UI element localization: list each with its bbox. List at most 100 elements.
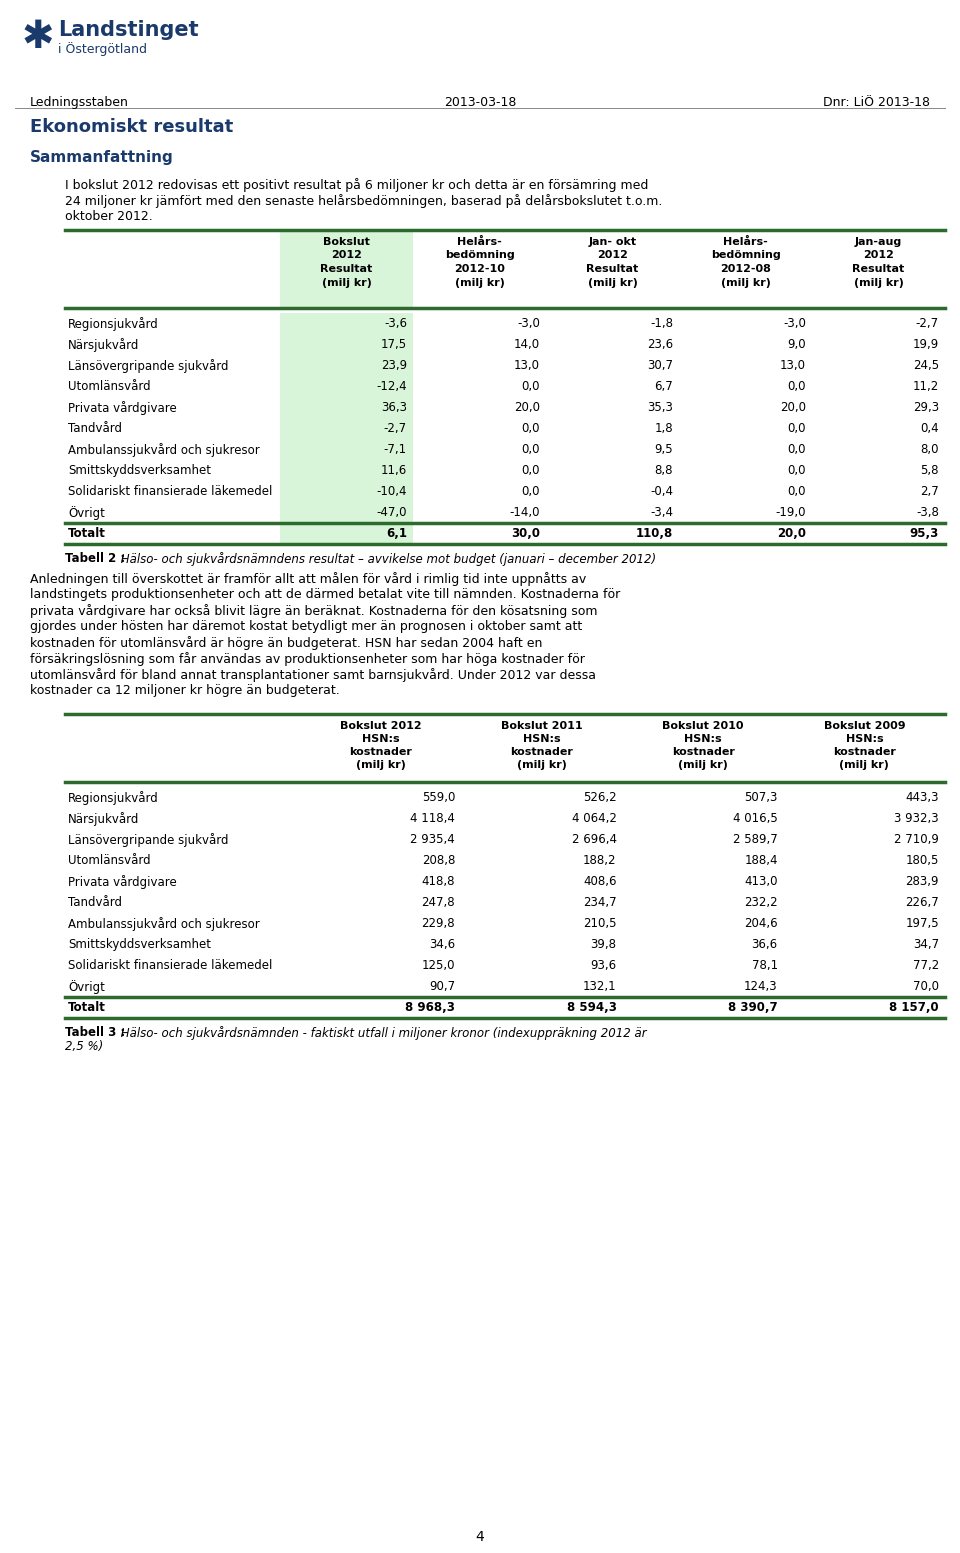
Text: 232,2: 232,2 [744,896,778,909]
Text: (milj kr): (milj kr) [721,278,771,287]
Text: 6,7: 6,7 [655,380,673,393]
Text: Länsövergripande sjukvård: Länsövergripande sjukvård [68,832,228,846]
Text: 9,5: 9,5 [655,443,673,457]
Text: 23,9: 23,9 [381,359,407,373]
Text: utomlänsvård för bland annat transplantationer samt barnsjukvård. Under 2012 var: utomlänsvård för bland annat transplanta… [30,668,596,682]
Text: -0,4: -0,4 [650,485,673,499]
Text: Totalt: Totalt [68,1002,106,1014]
Text: Bokslut 2009: Bokslut 2009 [824,721,905,731]
Text: Hälso- och sjukvårdsnämndens resultat – avvikelse mot budget (januari – december: Hälso- och sjukvårdsnämndens resultat – … [117,551,656,565]
Text: kostnader: kostnader [511,747,573,756]
Text: 526,2: 526,2 [583,790,616,804]
Text: (milj kr): (milj kr) [356,759,405,770]
Text: HSN:s: HSN:s [846,735,883,744]
Text: Utomlänsvård: Utomlänsvård [68,380,151,393]
Text: Tandvård: Tandvård [68,896,122,909]
Text: 11,2: 11,2 [913,380,939,393]
Text: 17,5: 17,5 [381,339,407,351]
Text: (milj kr): (milj kr) [455,278,504,287]
Text: 70,0: 70,0 [913,980,939,992]
Text: Solidariskt finansierade läkemedel: Solidariskt finansierade läkemedel [68,960,273,972]
Bar [280,502,413,523]
Text: 4: 4 [475,1530,485,1544]
Text: 188,4: 188,4 [744,854,778,867]
Text: Resultat: Resultat [321,264,372,273]
Text: Privata vårdgivare: Privata vårdgivare [68,401,177,415]
Text: 93,6: 93,6 [590,960,616,972]
Text: 204,6: 204,6 [744,916,778,930]
Text: kostnader: kostnader [349,747,412,756]
Text: 443,3: 443,3 [905,790,939,804]
Text: Övrigt: Övrigt [68,980,105,994]
Text: 13,0: 13,0 [780,359,806,373]
Text: I bokslut 2012 redovisas ett positivt resultat på 6 miljoner kr och detta är en : I bokslut 2012 redovisas ett positivt re… [65,179,648,193]
Text: 4 016,5: 4 016,5 [733,812,778,825]
Text: Dnr: LiÖ 2013-18: Dnr: LiÖ 2013-18 [823,96,930,109]
Text: -3,0: -3,0 [783,317,806,329]
Text: 2012: 2012 [597,250,628,261]
Text: Ledningsstaben: Ledningsstaben [30,96,129,109]
Text: 125,0: 125,0 [421,960,455,972]
Text: oktober 2012.: oktober 2012. [65,210,153,224]
Text: 418,8: 418,8 [421,874,455,888]
Text: -14,0: -14,0 [510,506,540,519]
Bar [280,314,413,334]
Text: 226,7: 226,7 [905,896,939,909]
Text: 208,8: 208,8 [421,854,455,867]
Text: 8,8: 8,8 [655,464,673,477]
Text: (milj kr): (milj kr) [322,278,372,287]
Text: Helårs-: Helårs- [723,238,768,247]
Text: 2012: 2012 [863,250,894,261]
Text: 2 589,7: 2 589,7 [733,832,778,846]
Text: Bokslut 2012: Bokslut 2012 [340,721,421,731]
Text: Landstinget: Landstinget [58,20,199,40]
Text: 19,9: 19,9 [913,339,939,351]
Text: Ambulanssjukvård och sjukresor: Ambulanssjukvård och sjukresor [68,443,260,457]
Text: 110,8: 110,8 [636,526,673,540]
Text: 30,7: 30,7 [647,359,673,373]
Text: Länsövergripande sjukvård: Länsövergripande sjukvård [68,359,228,373]
Text: 197,5: 197,5 [905,916,939,930]
Text: -3,6: -3,6 [384,317,407,329]
Text: (milj kr): (milj kr) [853,278,903,287]
Text: 11,6: 11,6 [381,464,407,477]
Text: -10,4: -10,4 [376,485,407,499]
Text: 13,0: 13,0 [514,359,540,373]
Text: 24,5: 24,5 [913,359,939,373]
Text: -7,1: -7,1 [384,443,407,457]
Text: 2012: 2012 [331,250,362,261]
Text: 2 696,4: 2 696,4 [571,832,616,846]
Text: Bokslut: Bokslut [324,238,370,247]
Text: 29,3: 29,3 [913,401,939,415]
Text: (milj kr): (milj kr) [678,759,728,770]
Text: Totalt: Totalt [68,526,106,540]
Text: 8 390,7: 8 390,7 [728,1002,778,1014]
Text: 34,7: 34,7 [913,938,939,950]
Text: Närsjukvård: Närsjukvård [68,812,139,826]
Text: 2 710,9: 2 710,9 [894,832,939,846]
Text: -19,0: -19,0 [776,506,806,519]
Text: 180,5: 180,5 [905,854,939,867]
Text: Regionsjukvård: Regionsjukvård [68,790,158,804]
Text: 4 064,2: 4 064,2 [571,812,616,825]
Text: 8 594,3: 8 594,3 [566,1002,616,1014]
Bar [280,418,413,439]
Text: 14,0: 14,0 [514,339,540,351]
Text: 408,6: 408,6 [583,874,616,888]
Text: -2,7: -2,7 [916,317,939,329]
Text: Tandvård: Tandvård [68,422,122,435]
Text: -1,8: -1,8 [650,317,673,329]
Text: gjordes under hösten har däremot kostat betydligt mer än prognosen i oktober sam: gjordes under hösten har däremot kostat … [30,620,583,634]
Text: privata vårdgivare har också blivit lägre än beräknat. Kostnaderna för den kösat: privata vårdgivare har också blivit lägr… [30,604,597,618]
Text: Resultat: Resultat [587,264,638,273]
Text: -12,4: -12,4 [376,380,407,393]
Text: kostnader ca 12 miljoner kr högre än budgeterat.: kostnader ca 12 miljoner kr högre än bud… [30,683,340,697]
Text: 9,0: 9,0 [787,339,806,351]
Text: Resultat: Resultat [852,264,904,273]
Text: -3,0: -3,0 [517,317,540,329]
Text: 4 118,4: 4 118,4 [410,812,455,825]
Text: 0,4: 0,4 [921,422,939,435]
Bar [280,376,413,398]
Text: bedömning: bedömning [710,250,780,261]
Text: 36,3: 36,3 [381,401,407,415]
